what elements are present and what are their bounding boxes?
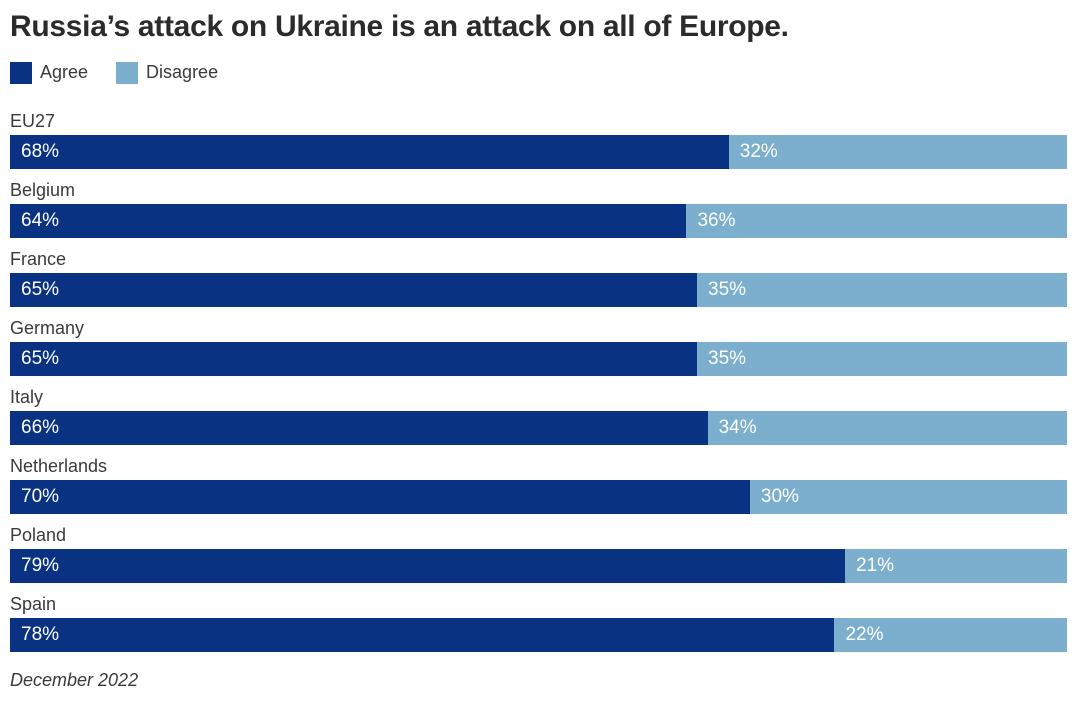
agree-segment: 78% <box>10 617 835 652</box>
disagree-segment: 35% <box>697 272 1067 307</box>
chart-row: Germany 65% 35% <box>10 317 1067 376</box>
stacked-bar: 70% 30% <box>10 479 1067 514</box>
disagree-value-label: 21% <box>856 554 895 576</box>
disagree-segment: 35% <box>697 341 1067 376</box>
legend-swatch-agree <box>10 61 32 84</box>
country-label: Netherlands <box>10 455 108 476</box>
country-label: Poland <box>10 524 67 545</box>
country-label: Italy <box>10 386 44 407</box>
agree-segment: 64% <box>10 203 687 238</box>
stacked-bar: 66% 34% <box>10 410 1067 445</box>
legend: Agree Disagree <box>10 61 1067 84</box>
agree-segment: 65% <box>10 272 698 307</box>
legend-label: Disagree <box>146 62 219 82</box>
disagree-segment: 36% <box>686 203 1067 238</box>
agree-value-label: 70% <box>21 485 60 507</box>
chart-rows: EU27 68% 32% Belgium 64% 36% France 65% 35% Germa… <box>10 110 1067 652</box>
agree-segment: 70% <box>10 479 750 514</box>
disagree-value-label: 35% <box>708 347 747 369</box>
disagree-value-label: 32% <box>739 140 778 162</box>
legend-item: Agree <box>10 61 89 84</box>
agree-segment: 66% <box>10 410 708 445</box>
chart-row: France 65% 35% <box>10 248 1067 307</box>
agree-value-label: 64% <box>21 209 60 231</box>
chart-row: EU27 68% 32% <box>10 110 1067 169</box>
agree-value-label: 68% <box>21 140 60 162</box>
legend-label: Agree <box>40 62 89 82</box>
stacked-bar: 65% 35% <box>10 272 1067 307</box>
disagree-segment: 34% <box>707 410 1067 445</box>
country-label: Belgium <box>10 179 76 200</box>
legend-item: Disagree <box>116 61 219 84</box>
chart-row: Italy 66% 34% <box>10 386 1067 445</box>
disagree-value-label: 34% <box>718 416 757 438</box>
agree-value-label: 65% <box>21 347 60 369</box>
stacked-bar: 68% 32% <box>10 134 1067 169</box>
chart-row: Poland 79% 21% <box>10 524 1067 583</box>
disagree-value-label: 22% <box>845 623 884 645</box>
chart-title: Russia’s attack on Ukraine is an attack … <box>10 10 789 43</box>
legend-swatch-disagree <box>116 61 139 84</box>
disagree-value-label: 30% <box>760 485 799 507</box>
country-label: EU27 <box>10 110 56 131</box>
disagree-segment: 22% <box>834 617 1067 652</box>
agree-value-label: 79% <box>21 554 60 576</box>
chart-row: Belgium 64% 36% <box>10 179 1067 238</box>
stacked-bar: 79% 21% <box>10 548 1067 583</box>
chart-footnote: December 2022 <box>10 669 139 690</box>
agree-segment: 65% <box>10 341 698 376</box>
country-label: France <box>10 248 67 269</box>
disagree-segment: 30% <box>749 479 1067 514</box>
disagree-value-label: 36% <box>697 209 736 231</box>
agree-segment: 68% <box>10 134 729 169</box>
agree-value-label: 65% <box>21 278 60 300</box>
country-label: Spain <box>10 593 57 614</box>
country-label: Germany <box>10 317 85 338</box>
disagree-segment: 21% <box>845 548 1067 583</box>
chart-row: Spain 78% 22% <box>10 593 1067 652</box>
stacked-bar: 78% 22% <box>10 617 1067 652</box>
disagree-value-label: 35% <box>708 278 747 300</box>
stacked-bar: 64% 36% <box>10 203 1067 238</box>
agree-segment: 79% <box>10 548 846 583</box>
stacked-bar: 65% 35% <box>10 341 1067 376</box>
chart-container: Russia’s attack on Ukraine is an attack … <box>10 0 1067 691</box>
chart-row: Netherlands 70% 30% <box>10 455 1067 514</box>
disagree-segment: 32% <box>728 134 1067 169</box>
agree-value-label: 66% <box>21 416 60 438</box>
agree-value-label: 78% <box>21 623 60 645</box>
